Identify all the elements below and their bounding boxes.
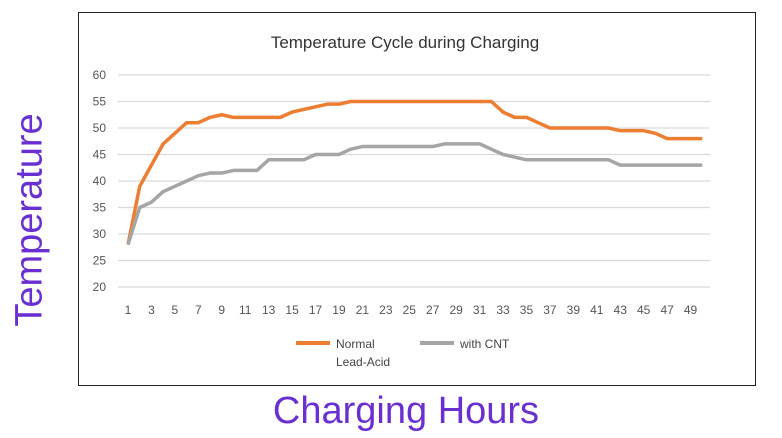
y-tick-label: 60 [93, 68, 107, 82]
legend-label-cnt: with CNT [459, 337, 510, 351]
x-tick-label: 27 [426, 303, 440, 317]
x-tick-label: 43 [614, 303, 628, 317]
y-tick-label: 25 [93, 254, 107, 268]
legend-label-normal-2: Lead-Acid [336, 355, 390, 369]
x-tick-label: 37 [543, 303, 557, 317]
x-tick-label: 29 [449, 303, 463, 317]
x-tick-label: 49 [684, 303, 698, 317]
x-tick-label: 13 [262, 303, 276, 317]
y-tick-label: 40 [93, 174, 107, 188]
x-tick-label: 25 [403, 303, 417, 317]
x-tick-label: 17 [309, 303, 323, 317]
x-tick-label: 21 [356, 303, 370, 317]
series-line-1 [126, 142, 703, 246]
x-tick-label: 31 [473, 303, 487, 317]
y-tick-label: 50 [93, 121, 107, 135]
y-tick-label: 30 [93, 227, 107, 241]
chart-frame [78, 12, 756, 386]
y-axis-label: Temperature [8, 113, 51, 327]
x-tick-label: 7 [195, 303, 202, 317]
x-tick-label: 3 [148, 303, 155, 317]
x-tick-label: 19 [332, 303, 346, 317]
legend: Normal Lead-Acid with CNT [296, 337, 510, 369]
x-tick-label: 41 [590, 303, 604, 317]
y-tick-label: 20 [93, 280, 107, 294]
x-tick-label: 35 [520, 303, 534, 317]
x-tick-label: 1 [125, 303, 132, 317]
x-tick-label: 45 [637, 303, 651, 317]
legend-label-normal-1: Normal [336, 337, 375, 351]
x-tick-label: 5 [172, 303, 179, 317]
y-tick-label: 35 [93, 201, 107, 215]
x-tick-label: 15 [285, 303, 299, 317]
x-axis-label: Charging Hours [272, 390, 540, 432]
series-line-0 [126, 99, 703, 245]
x-tick-label: 9 [218, 303, 225, 317]
x-tick-label: 39 [567, 303, 581, 317]
x-tick-label: 33 [496, 303, 510, 317]
chart-title: Temperature Cycle during Charging [271, 33, 539, 52]
x-tick-label: 23 [379, 303, 393, 317]
y-tick-label: 55 [93, 95, 107, 109]
x-tick-label: 47 [660, 303, 674, 317]
y-tick-label: 45 [93, 148, 107, 162]
x-tick-label: 11 [239, 303, 252, 317]
